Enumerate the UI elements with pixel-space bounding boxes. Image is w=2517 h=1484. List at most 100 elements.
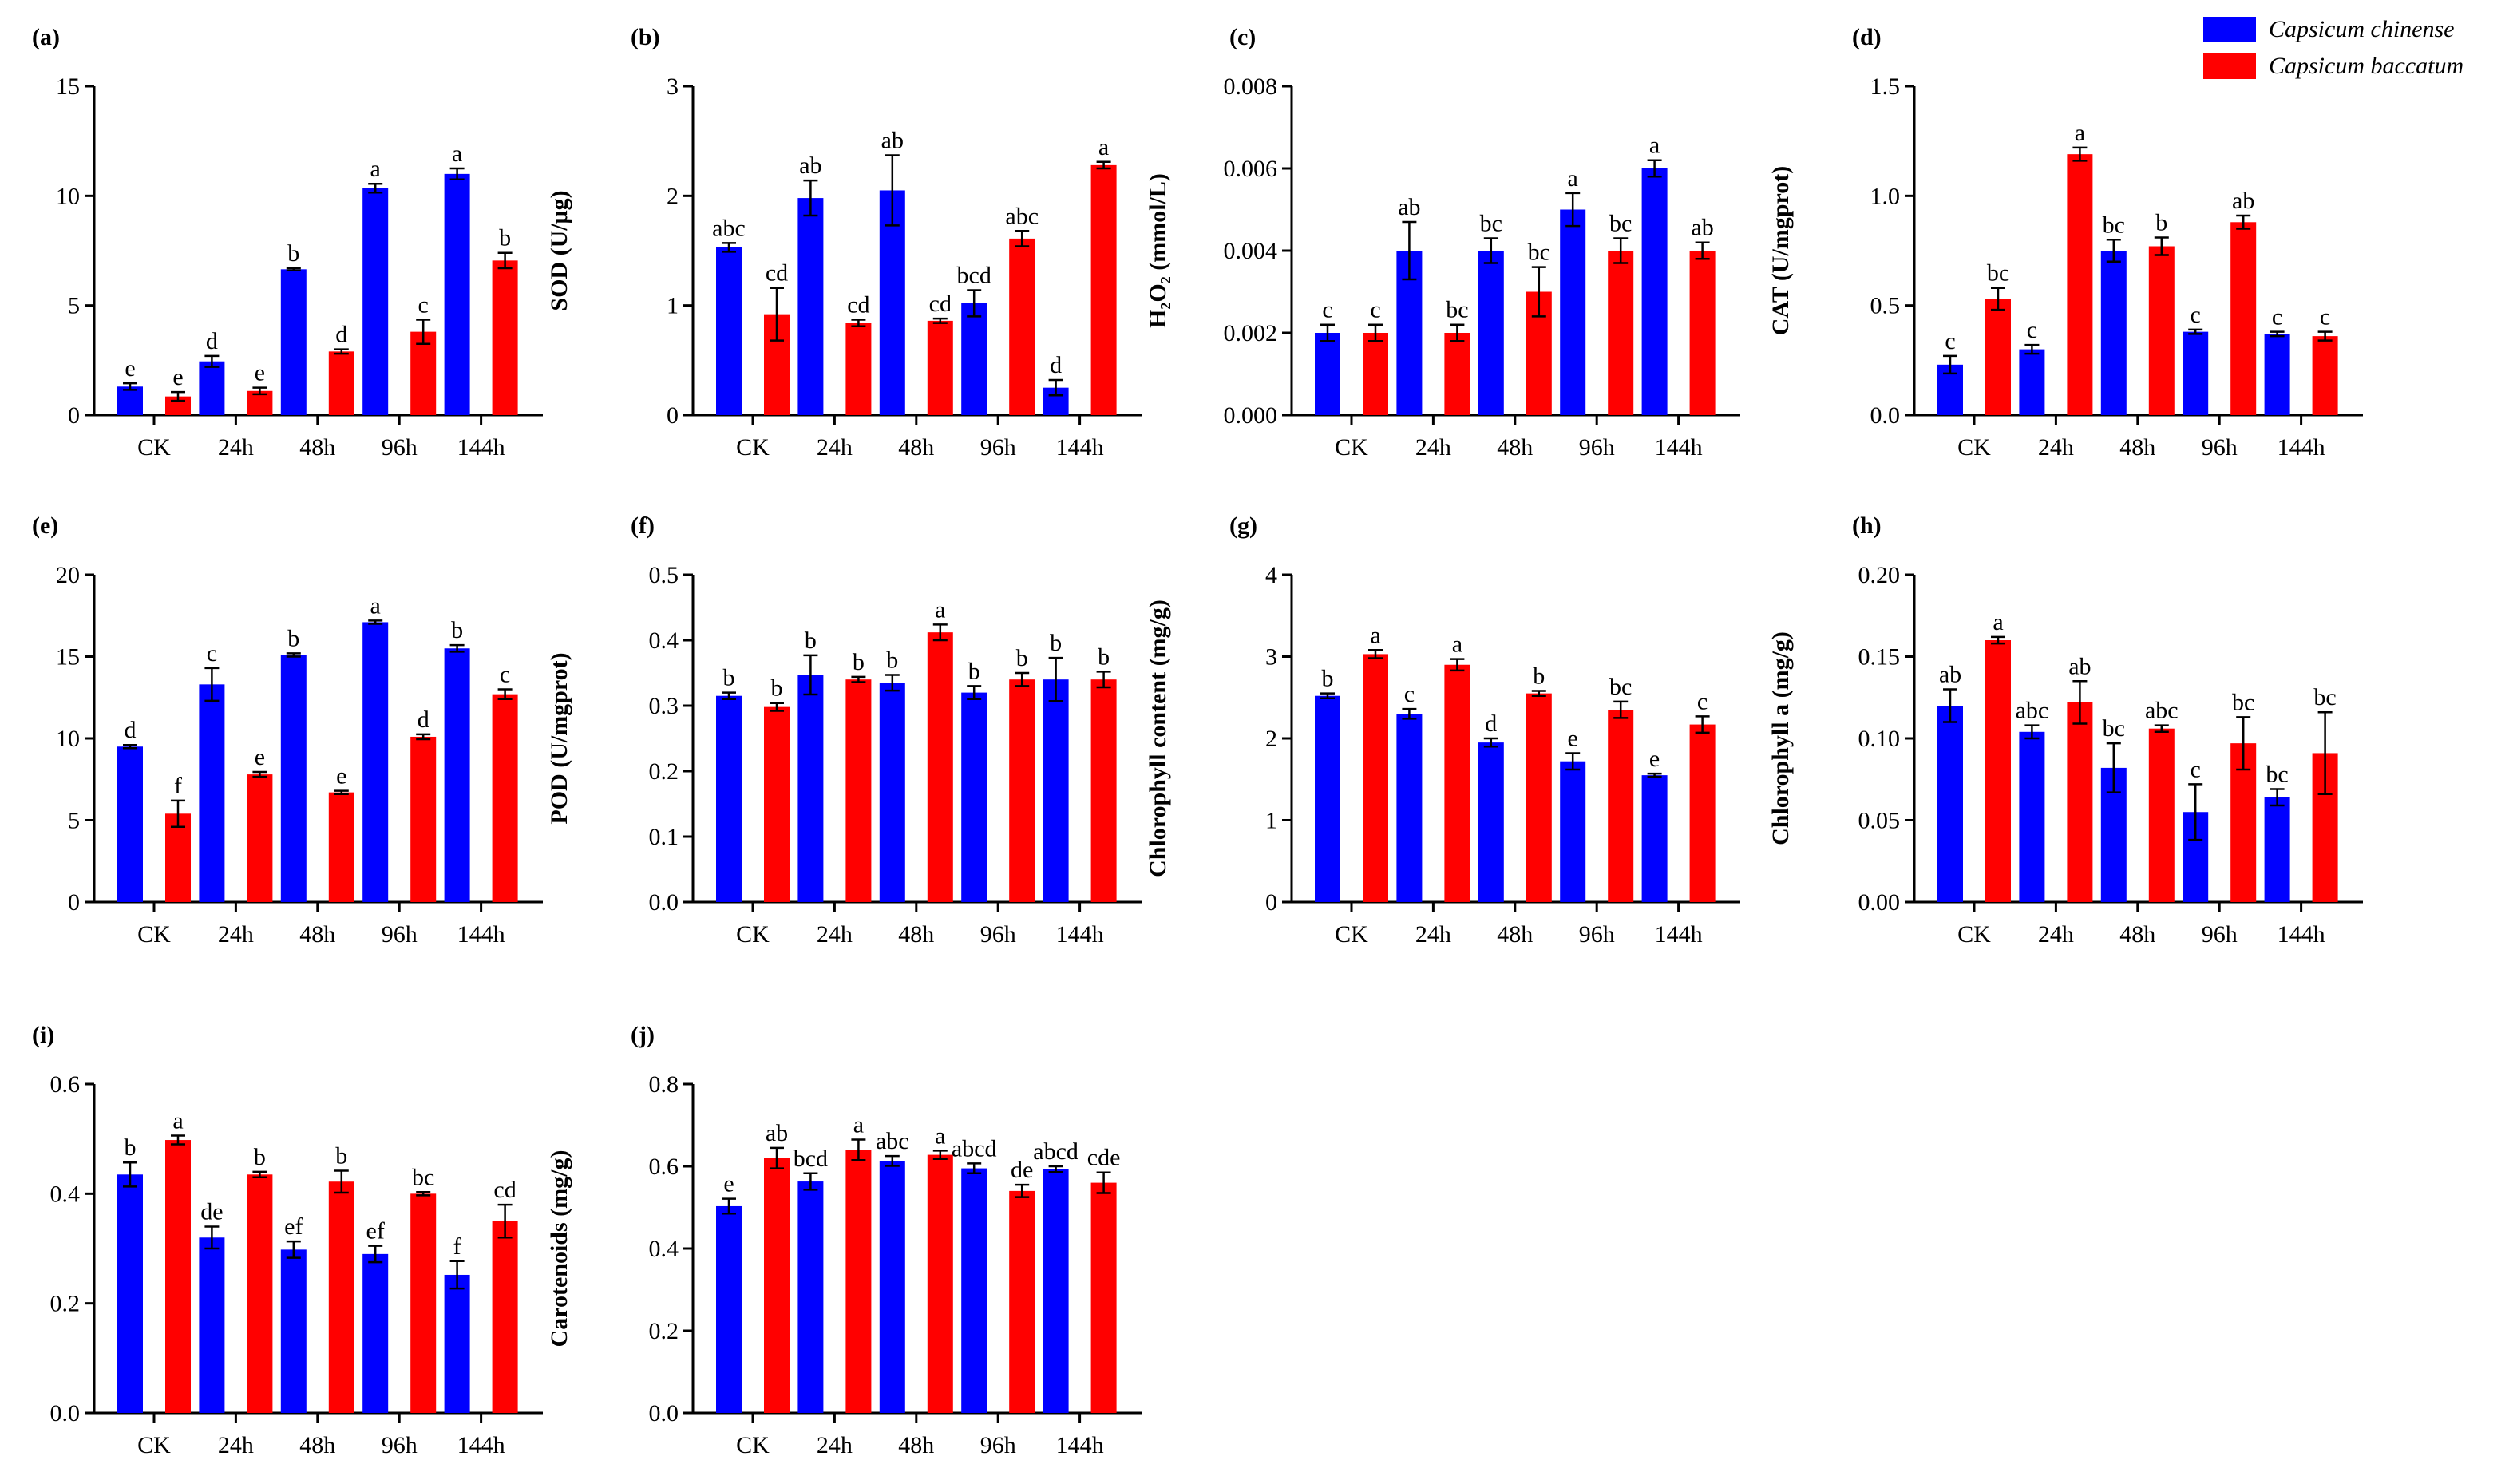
panel-b-bar [1090, 164, 1117, 415]
panel-f-significance-letter: b [771, 675, 783, 702]
panel-f-significance-letter: b [1098, 643, 1110, 670]
panel-e-significance-letter: f [174, 773, 182, 799]
panel-i-xtick-label: 24h [218, 1432, 254, 1458]
panel-f-bar [1009, 679, 1035, 902]
panel-b-significance-letter: cd [929, 291, 952, 317]
panel-j-ytick-label: 0.0 [649, 1400, 679, 1427]
panel-h-significance-letter: bc [2313, 684, 2336, 710]
panel-e-ytick-label: 5 [68, 808, 80, 834]
legend-label-chinense: Capsicum chinense [2269, 16, 2455, 42]
panel-g-significance-letter: e [1649, 746, 1660, 772]
panel-j-xtick-label: CK [736, 1432, 770, 1458]
panel-a-xtick-label: 48h [299, 434, 335, 461]
panel-b-bar [927, 320, 953, 415]
panel-f-xtick-label: 24h [817, 921, 853, 948]
panel-h-significance-letter: bc [2266, 762, 2288, 788]
panel-h-xtick-label: CK [1957, 921, 1991, 948]
panel-f-bar [1090, 679, 1117, 902]
panel-d-significance-letter: bc [2103, 212, 2125, 238]
panel-a-significance-letter: a [370, 156, 381, 182]
panel-d-ylabel: CAT (U/mgprot) [1767, 166, 1794, 336]
panel-f-significance-letter: b [805, 627, 817, 654]
panel-b-significance-letter: abc [712, 215, 746, 241]
panel-b-significance-letter: cd [766, 260, 788, 287]
panel-i-bar [362, 1253, 389, 1413]
panel-c-ylabel: H₂O₂ (mmol/L) [1145, 173, 1171, 328]
panel-e-significance-letter: c [207, 640, 217, 667]
panel-g-significance-letter: bc [1609, 674, 1632, 700]
panel-d-bar [2148, 246, 2175, 415]
panel-d-bar [2100, 251, 2127, 415]
panel-h-xtick-label: 96h [2202, 921, 2238, 948]
panel-b-significance-letter: bcd [957, 262, 991, 288]
panel-f-bar [927, 632, 953, 902]
panel-i-bar [280, 1249, 307, 1413]
panel-d-xtick-label: 96h [2202, 434, 2238, 461]
panel-a-ytick-label: 15 [56, 73, 80, 100]
panel-d-bar [2230, 222, 2257, 415]
panel-i-significance-letter: de [200, 1199, 223, 1225]
panel-d-ytick-label: 1.5 [1870, 73, 1901, 100]
panel-b-bar [879, 190, 905, 415]
panel-j-bar [797, 1181, 824, 1413]
panel-b-ytick-label: 2 [667, 183, 679, 209]
panel-c-xtick-label: 96h [1579, 434, 1615, 461]
panel-e-bar [165, 813, 191, 902]
panel-h-significance-letter: bc [2103, 715, 2125, 742]
panel-i-significance-letter: bc [412, 1164, 434, 1190]
panel-a-significance-letter: e [125, 355, 135, 382]
panel-f-xtick-label: 48h [898, 921, 934, 948]
panel-e-significance-letter: d [418, 706, 429, 733]
panel-h-bar [2148, 728, 2175, 902]
panel-h-significance-letter: bc [2232, 689, 2254, 715]
panel-f-significance-letter: b [968, 658, 980, 684]
panel-f-bar [845, 679, 872, 902]
panel-g-bar [1560, 761, 1586, 902]
panel-b-bar [845, 323, 872, 415]
panel-i-bar [117, 1174, 143, 1413]
panel-d-ytick-label: 0.5 [1870, 293, 1901, 319]
panel-g-xtick-label: 48h [1497, 921, 1533, 948]
panel-j-bar [716, 1205, 742, 1413]
panel-a-significance-letter: e [172, 364, 183, 390]
panel-f-bar [1043, 679, 1069, 902]
panel-d-xtick-label: CK [1957, 434, 1991, 461]
panel-j-ylabel: Carotenoids (mg/g) [546, 1150, 572, 1347]
panel-h-xtick-label: 144h [2278, 921, 2325, 948]
panel-j-significance-letter: abcd [952, 1135, 997, 1161]
panel-c-significance-letter: a [1568, 165, 1578, 192]
panel-h-significance-letter: a [1993, 609, 2003, 635]
panel-i-bar [247, 1174, 273, 1413]
panel-d-bar [1985, 299, 2011, 415]
panel-c-bar [1444, 333, 1470, 415]
panel-f-significance-letter: b [1050, 630, 1062, 656]
panel-b-xtick-label: CK [736, 434, 770, 461]
panel-d-significance-letter: ab [2232, 188, 2254, 214]
panel-d-significance-letter: c [2027, 317, 2037, 343]
panel-b-significance-letter: a [1098, 134, 1109, 160]
panel-c-label: (c) [1229, 24, 1256, 50]
panel-g-bar [1396, 714, 1423, 902]
panel-h-bar [1937, 706, 1963, 902]
panel-i-xtick-label: 144h [457, 1432, 505, 1458]
panel-i-significance-letter: b [335, 1142, 347, 1169]
panel-d-significance-letter: b [2155, 210, 2167, 236]
panel-i-bar [410, 1193, 437, 1413]
panel-g-ytick-label: 4 [1265, 562, 1277, 588]
panel-i-bar [165, 1140, 191, 1413]
panel-e-bar [362, 622, 389, 902]
panel-c-bar [1363, 333, 1388, 415]
panel-a-bar [444, 173, 470, 415]
panel-a-significance-letter: d [335, 322, 347, 348]
panel-i-xtick-label: CK [137, 1432, 171, 1458]
panel-j-bar [927, 1154, 953, 1413]
panel-i-ytick-label: 0.4 [50, 1181, 81, 1207]
panel-f-xtick-label: 144h [1056, 921, 1104, 948]
panel-g-ytick-label: 2 [1265, 726, 1277, 752]
panel-f-xtick-label: 96h [980, 921, 1016, 948]
panel-f-bar [797, 675, 824, 902]
panel-a-significance-letter: d [206, 328, 218, 354]
panel-i-ytick-label: 0.6 [50, 1071, 81, 1098]
panel-e-bar [444, 648, 470, 902]
panel-f-significance-letter: b [886, 647, 898, 673]
